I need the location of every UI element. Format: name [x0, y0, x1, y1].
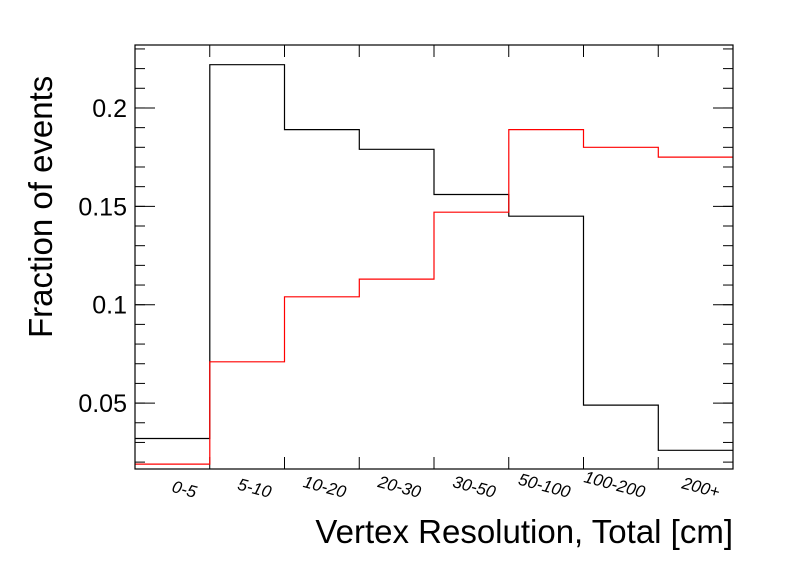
plot-frame	[134, 44, 734, 470]
y-tick-label: 0.05	[78, 390, 127, 418]
y-tick-label: 0.2	[92, 95, 127, 123]
series-line-1	[135, 64, 733, 451]
y-axis-title: Fraction of events	[22, 76, 59, 338]
x-axis-title: Vertex Resolution, Total [cm]	[315, 513, 733, 550]
series-layer	[135, 64, 733, 465]
y-tick-labels: 0.05 0.1 0.15 0.2	[78, 95, 127, 418]
y-tick-label: 0.1	[92, 292, 127, 320]
series-line-2	[135, 129, 733, 465]
y-tick-label: 0.15	[78, 193, 127, 221]
axis-ticks	[135, 45, 733, 469]
